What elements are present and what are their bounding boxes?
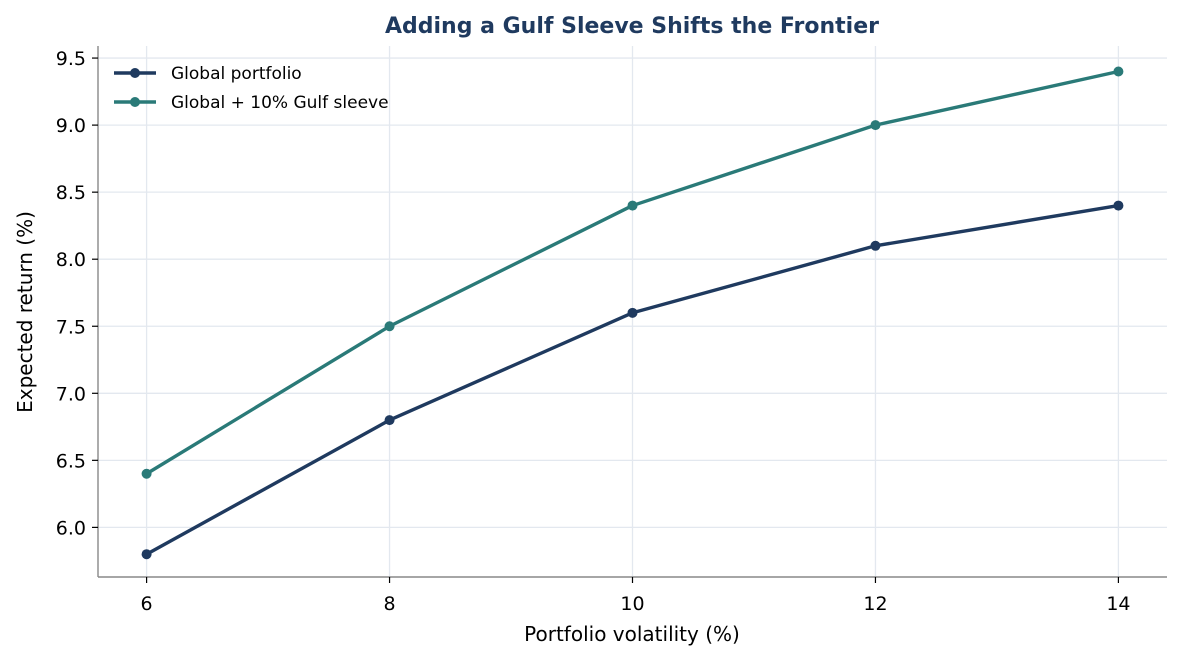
y-tick-label: 9.5 <box>56 48 86 70</box>
legend-marker <box>130 68 140 78</box>
legend-label: Global portfolio <box>171 64 302 84</box>
legend: Global portfolio Global + 10% Gulf sleeve <box>114 64 389 113</box>
data-point <box>384 321 395 332</box>
x-tick-label: 10 <box>620 593 644 615</box>
x-tick-label: 6 <box>141 593 153 615</box>
series-group <box>141 66 1124 560</box>
y-axis-ticks: 6.0 6.5 7.0 7.5 8.0 8.5 9.0 9.5 <box>56 48 98 539</box>
series-2 <box>141 66 1124 479</box>
y-tick-label: 7.0 <box>56 383 86 405</box>
y-tick-label: 6.5 <box>56 450 86 472</box>
data-point <box>141 549 152 560</box>
legend-item: Global portfolio <box>114 64 302 84</box>
x-axis-ticks: 6 8 10 12 14 <box>141 577 1131 615</box>
x-tick-label: 14 <box>1106 593 1130 615</box>
y-tick-label: 7.5 <box>56 316 86 338</box>
data-point <box>1113 66 1124 77</box>
legend-label: Global + 10% Gulf sleeve <box>171 93 389 113</box>
data-point <box>870 120 881 131</box>
x-axis-label: Portfolio volatility (%) <box>524 622 740 646</box>
x-tick-label: 8 <box>383 593 395 615</box>
data-point <box>1113 200 1124 211</box>
chart-title: Adding a Gulf Sleeve Shifts the Frontier <box>385 14 879 39</box>
y-axis-label: Expected return (%) <box>13 211 37 413</box>
series-1 <box>141 200 1124 560</box>
grid-lines <box>98 46 1167 577</box>
data-point <box>627 307 638 318</box>
x-tick-label: 12 <box>863 593 887 615</box>
y-tick-label: 8.5 <box>56 182 86 204</box>
data-point <box>141 468 152 479</box>
data-point <box>627 200 638 211</box>
y-tick-label: 6.0 <box>56 517 86 539</box>
legend-item: Global + 10% Gulf sleeve <box>114 93 389 113</box>
y-tick-label: 8.0 <box>56 249 86 271</box>
data-point <box>384 415 395 426</box>
y-tick-label: 9.0 <box>56 115 86 137</box>
data-point <box>870 240 881 251</box>
legend-marker <box>130 97 140 107</box>
